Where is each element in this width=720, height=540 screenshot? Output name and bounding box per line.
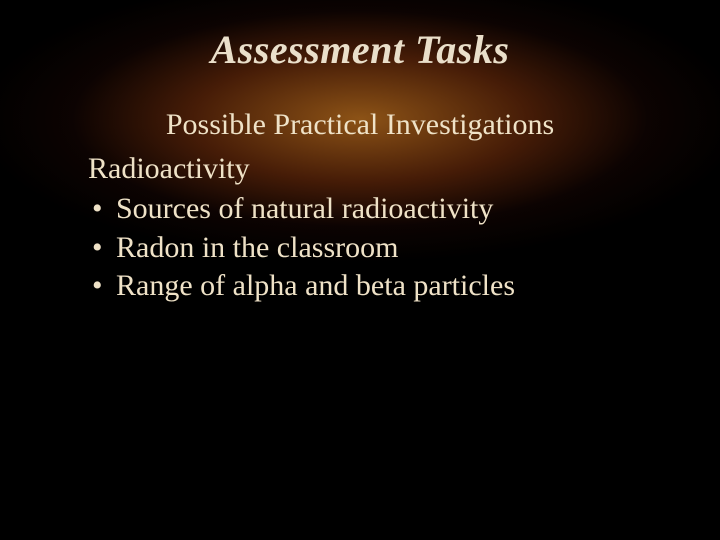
list-item: Radon in the classroom [116, 229, 660, 267]
topic-heading: Radioactivity [88, 150, 660, 188]
bullet-list: Sources of natural radioactivity Radon i… [88, 190, 660, 305]
slide: Assessment Tasks Possible Practical Inve… [0, 0, 720, 540]
list-item: Range of alpha and beta particles [116, 267, 660, 305]
slide-title: Assessment Tasks [0, 26, 720, 73]
slide-body: Radioactivity Sources of natural radioac… [88, 150, 660, 306]
slide-subtitle: Possible Practical Investigations [0, 108, 720, 142]
list-item: Sources of natural radioactivity [116, 190, 660, 228]
